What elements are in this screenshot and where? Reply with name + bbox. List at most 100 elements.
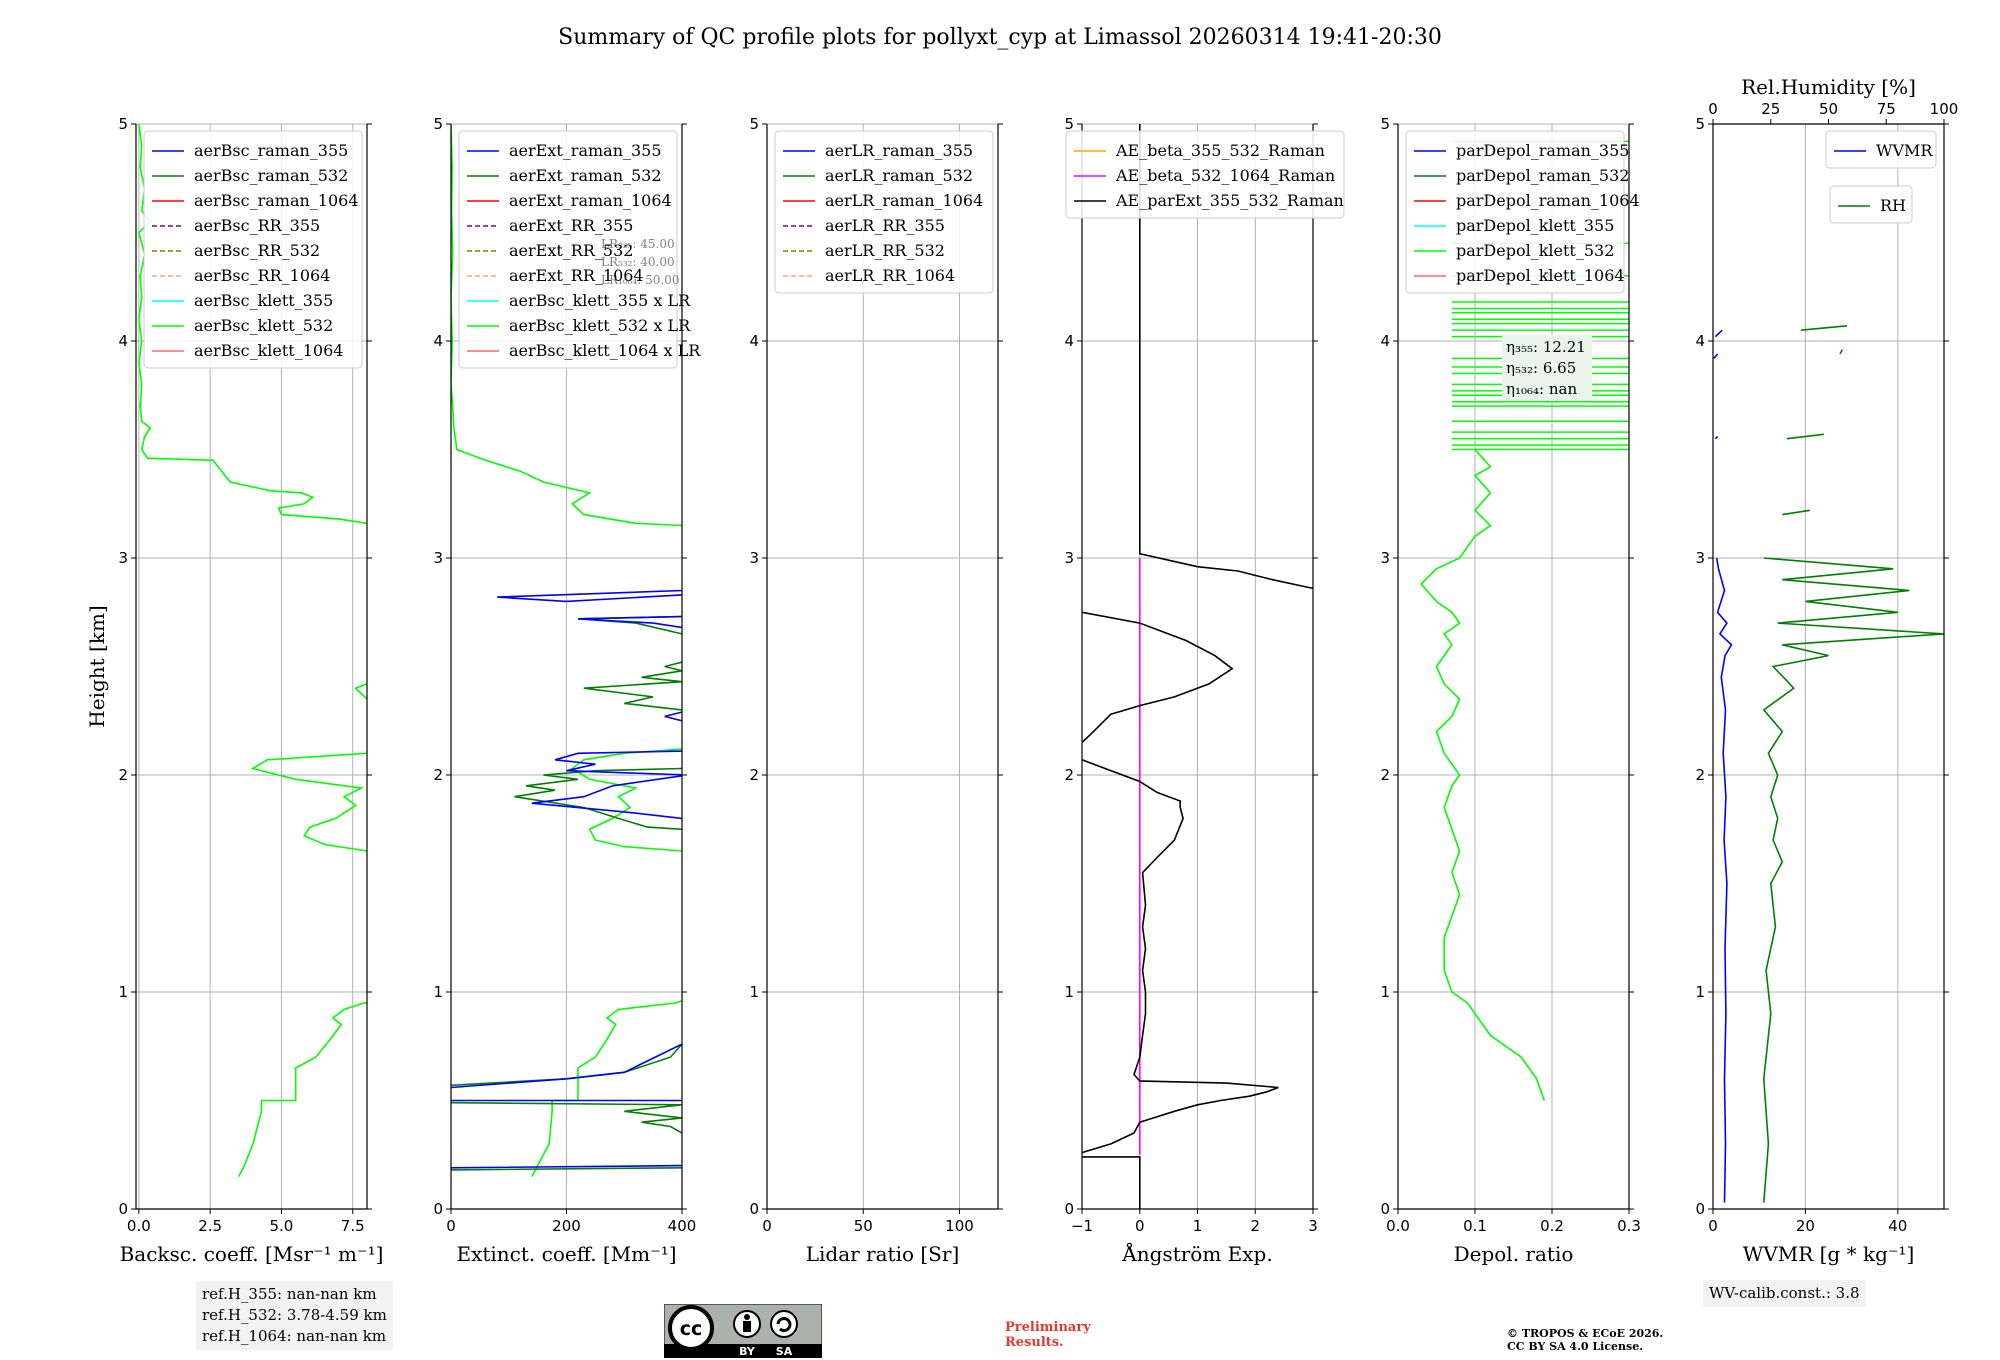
copyright-line-1: © TROPOS & ECoE 2026. <box>1507 1327 1664 1340</box>
legend-frame <box>458 130 678 369</box>
legend-entry: aerBsc_RR_355 <box>194 216 320 235</box>
ref-height-box: ref.H_355: nan-nan km ref.H_532: 3.78-4.… <box>196 1281 393 1350</box>
y-tick-label: 3 <box>433 549 443 567</box>
x-axis-label: Extinct. coeff. [Mm⁻¹] <box>456 1242 676 1266</box>
y-tick-label: 2 <box>433 766 443 784</box>
y-tick-label: 3 <box>1695 549 1705 567</box>
legend-entry: aerBsc_raman_1064 <box>194 191 359 210</box>
legend-entry: aerLR_raman_532 <box>825 166 973 185</box>
top-x-tick-label: 0 <box>1708 100 1718 118</box>
legend: parDepol_raman_355 parDepol_raman_532 parD… <box>1405 130 1640 294</box>
y-tick-label: 3 <box>1064 549 1074 567</box>
y-tick-label: 0 <box>118 1200 128 1218</box>
copyright-line-2: CC BY SA 4.0 License. <box>1507 1340 1644 1353</box>
legend: aerExt_raman_355 aerExt_raman_532 aerExt_r… <box>458 130 701 369</box>
y-tick-label: 5 <box>749 115 759 133</box>
cc-by-sa-badge: cc BY SA <box>664 1304 822 1358</box>
prelim-line-1: Preliminary <box>1005 1320 1091 1335</box>
legend-entry: parDepol_klett_532 <box>1456 241 1614 260</box>
legend-entry: aerLR_RR_355 <box>825 216 945 235</box>
legend-frame <box>1405 130 1625 294</box>
legend-entry: parDepol_raman_1064 <box>1456 191 1640 210</box>
x-tick-label: 2 <box>1250 1217 1260 1235</box>
top-x-tick-label: 100 <box>1930 100 1959 118</box>
y-tick-label: 1 <box>1064 983 1074 1001</box>
y-tick-label: 2 <box>1380 766 1390 784</box>
legend-frame <box>1825 130 1937 169</box>
legend-frame <box>1829 185 1913 224</box>
legend-entry: AE_beta_355_532_Raman <box>1115 141 1325 160</box>
x-tick-label: 40 <box>1888 1217 1907 1235</box>
y-tick-label: 4 <box>1064 332 1074 350</box>
eta-box <box>1502 335 1592 401</box>
top-x-tick-label: 50 <box>1819 100 1838 118</box>
x-tick-label: 0 <box>1135 1217 1145 1235</box>
legend-entry: AE_beta_532_1064_Raman <box>1115 166 1335 185</box>
y-tick-label: 1 <box>1695 983 1705 1001</box>
series-WVMR <box>1713 329 1733 1203</box>
y-tick-label: 1 <box>1380 983 1390 1001</box>
y-tick-label: 4 <box>749 332 759 350</box>
series-RH <box>1762 325 1944 1203</box>
legend: AE_beta_355_532_Raman AE_beta_532_1064_Ra… <box>1065 130 1345 219</box>
legend-frame <box>143 130 363 369</box>
top-axis-label: Rel.Humidity [%] <box>1741 75 1916 99</box>
y-tick-label: 3 <box>1380 549 1390 567</box>
y-axis-label: Height [km] <box>85 605 109 727</box>
y-tick-label: 4 <box>433 332 443 350</box>
legend-entry: aerBsc_RR_1064 <box>194 266 330 285</box>
lr-annotation: LR₅₃₂: 40.00 <box>601 255 675 269</box>
y-tick-label: 1 <box>749 983 759 1001</box>
legend-entry: parDepol_raman_355 <box>1456 141 1629 160</box>
x-axis-label: Backsc. coeff. [Msr⁻¹ m⁻¹] <box>120 1242 384 1266</box>
y-tick-label: 2 <box>118 766 128 784</box>
legend-rh: RH <box>1829 185 1913 224</box>
legend-entry: aerExt_raman_532 <box>509 166 662 185</box>
eta-value: η₁₀₆₄: nan <box>1506 380 1577 398</box>
y-tick-label: 0 <box>1064 1200 1074 1218</box>
cc-badge-sa-text: SA <box>776 1345 793 1358</box>
x-axis-label: Depol. ratio <box>1454 1242 1574 1266</box>
y-tick-label: 1 <box>433 983 443 1001</box>
cc-badge-by-text: BY <box>739 1345 756 1358</box>
x-tick-label: 50 <box>854 1217 873 1235</box>
legend-entry: aerBsc_raman_532 <box>194 166 348 185</box>
y-tick-label: 2 <box>1064 766 1074 784</box>
legend-entry: AE_parExt_355_532_Raman <box>1115 191 1344 210</box>
legend-entry: parDepol_raman_532 <box>1456 166 1629 185</box>
prelim-line-2: Results. <box>1005 1335 1064 1350</box>
legend-entry: WVMR <box>1876 141 1933 160</box>
y-tick-label: 5 <box>1380 115 1390 133</box>
y-tick-label: 2 <box>749 766 759 784</box>
legend-entry: RH <box>1880 196 1906 215</box>
y-tick-label: 4 <box>1695 332 1705 350</box>
legend-entry: parDepol_klett_355 <box>1456 216 1614 235</box>
x-tick-label: 3 <box>1308 1217 1318 1235</box>
eta-value: η₅₃₂: 6.65 <box>1506 359 1576 377</box>
legend-wvmr: WVMR <box>1825 130 1937 169</box>
ref-height-532: ref.H_532: 3.78-4.59 km <box>202 1306 387 1324</box>
y-tick-label: 0 <box>749 1200 759 1218</box>
cc-badge-main-text: cc <box>680 1318 703 1340</box>
y-tick-label: 0 <box>1380 1200 1390 1218</box>
ref-height-355: ref.H_355: nan-nan km <box>202 1285 377 1303</box>
x-tick-label: 0.2 <box>1540 1217 1564 1235</box>
y-tick-label: 5 <box>1695 115 1705 133</box>
legend-entry: aerBsc_RR_532 <box>194 241 320 260</box>
x-axis-label: Lidar ratio [Sr] <box>806 1242 960 1266</box>
x-tick-label: 20 <box>1796 1217 1815 1235</box>
x-tick-label: 0 <box>762 1217 772 1235</box>
y-tick-label: 4 <box>118 332 128 350</box>
y-tick-label: 3 <box>118 549 128 567</box>
legend-entry: aerBsc_klett_532 <box>194 316 333 335</box>
legend-entry: aerExt_RR_532 <box>509 241 633 260</box>
ref-height-1064: ref.H_1064: nan-nan km <box>202 1327 387 1345</box>
panel-1: 0 1 2 3 4 5 0.0 2.5 5.0 7.5 Backsc. coeff. [Msr⁻¹ … <box>85 115 383 1266</box>
panel-2: 0 1 2 3 4 5 0 200 400 Extinct. coeff. [Mm⁻¹] aerEx… <box>433 115 701 1266</box>
legend-entry: aerExt_RR_1064 <box>509 266 644 285</box>
x-tick-label: 0 <box>446 1217 456 1235</box>
